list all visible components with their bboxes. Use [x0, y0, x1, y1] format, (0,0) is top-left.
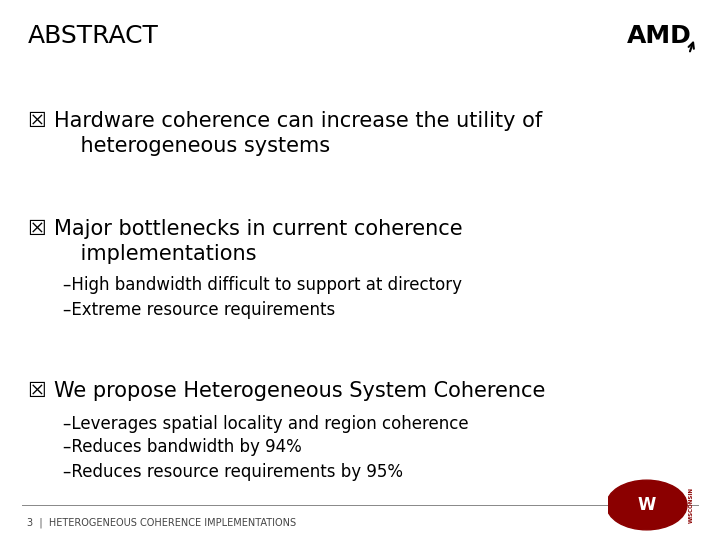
Text: –Reduces resource requirements by 95%: –Reduces resource requirements by 95% [63, 463, 403, 481]
Circle shape [606, 480, 687, 530]
Text: W: W [637, 496, 656, 514]
Text: ☒: ☒ [27, 219, 46, 239]
Text: Major bottlenecks in current coherence
    implementations: Major bottlenecks in current coherence i… [54, 219, 463, 264]
Text: –High bandwidth difficult to support at directory: –High bandwidth difficult to support at … [63, 276, 462, 294]
Text: AMD: AMD [626, 24, 691, 48]
Text: WISCONSIN: WISCONSIN [688, 487, 693, 523]
Text: –Reduces bandwidth by 94%: –Reduces bandwidth by 94% [63, 438, 302, 456]
Text: Hardware coherence can increase the utility of
    heterogeneous systems: Hardware coherence can increase the util… [54, 111, 542, 156]
Text: We propose Heterogeneous System Coherence: We propose Heterogeneous System Coherenc… [54, 381, 545, 401]
Text: –Extreme resource requirements: –Extreme resource requirements [63, 301, 336, 319]
Text: ☒: ☒ [27, 381, 46, 401]
Text: –Leverages spatial locality and region coherence: –Leverages spatial locality and region c… [63, 415, 469, 433]
Text: ☒: ☒ [27, 111, 46, 131]
Text: 3  |  HETEROGENEOUS COHERENCE IMPLEMENTATIONS: 3 | HETEROGENEOUS COHERENCE IMPLEMENTATI… [27, 518, 297, 528]
Text: ABSTRACT: ABSTRACT [27, 24, 158, 48]
